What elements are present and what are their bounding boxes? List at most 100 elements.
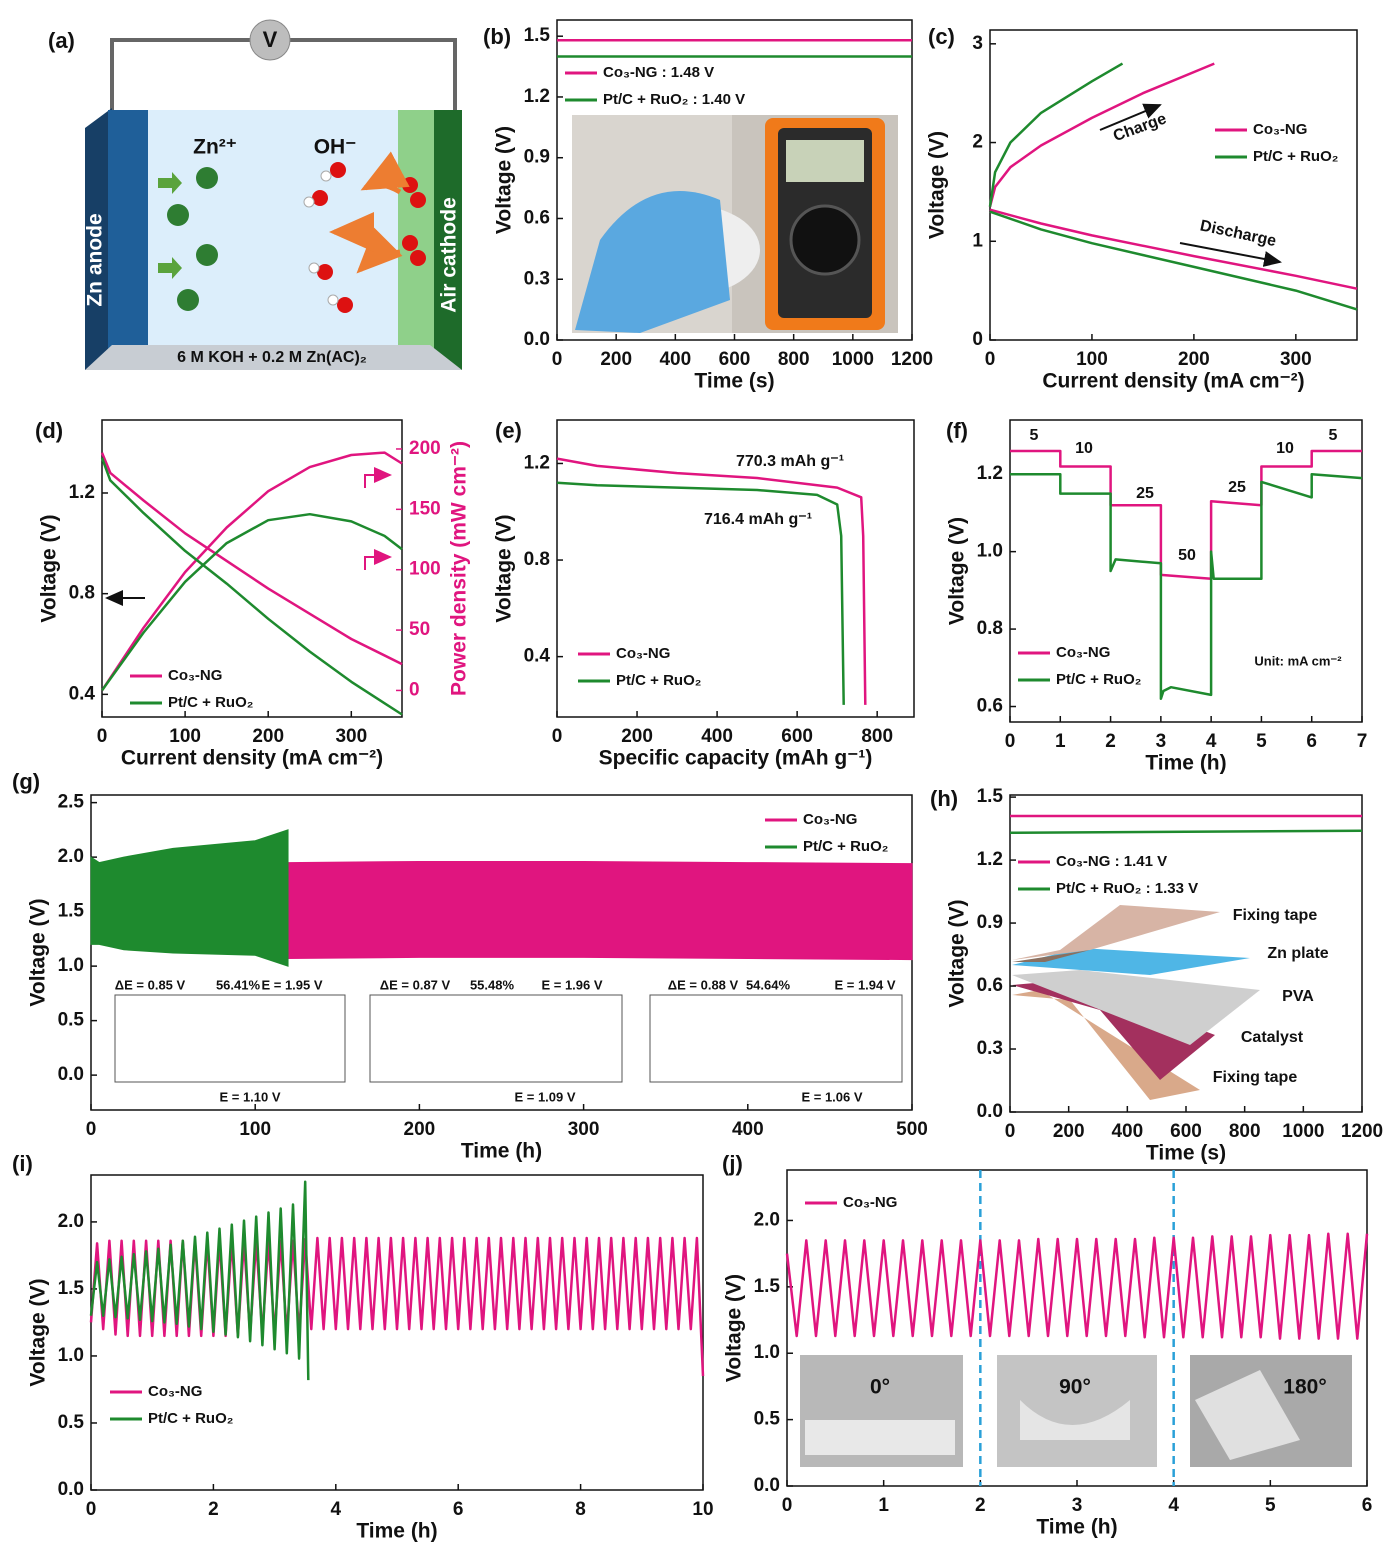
annotation: 50 bbox=[1178, 547, 1196, 564]
y-tick-label: 1.5 bbox=[754, 1276, 781, 1297]
annotation: 0° bbox=[870, 1376, 890, 1399]
annotation: ΔE = 0.87 V bbox=[380, 977, 451, 992]
legend-label: Co₃-NG bbox=[803, 811, 857, 828]
annotation: E = 1.95 V bbox=[261, 977, 322, 992]
x-tick-label: 0 bbox=[1005, 1121, 1016, 1142]
annotation: 55.48% bbox=[470, 977, 515, 992]
y2-tick-label: 50 bbox=[409, 619, 430, 640]
legend-label: Pt/C + RuO₂ bbox=[1056, 671, 1141, 688]
plot-frame bbox=[90, 1174, 704, 1491]
annotation: Charge bbox=[1111, 110, 1169, 145]
x-tick-label: 600 bbox=[719, 349, 751, 370]
panel-label: (h) bbox=[930, 786, 958, 811]
x-tick-label: 6 bbox=[1362, 1495, 1373, 1516]
arrow bbox=[364, 549, 392, 570]
x-axis-label: Current density (mA cm⁻²) bbox=[1042, 370, 1304, 393]
y-tick-label: 0.4 bbox=[69, 683, 96, 704]
y-tick-label: 1.0 bbox=[58, 955, 84, 976]
y-tick-label: 0.4 bbox=[524, 646, 551, 667]
y-axis-label: Voltage (V) bbox=[946, 899, 969, 1007]
annotation: E = 1.10 V bbox=[219, 1089, 280, 1104]
y2-tick-label: 150 bbox=[409, 498, 441, 519]
y-tick-label: 0.0 bbox=[524, 329, 550, 350]
annotation: 5 bbox=[1329, 427, 1338, 444]
x-tick-label: 800 bbox=[861, 726, 893, 747]
x-tick-label: 600 bbox=[781, 726, 813, 747]
plot-frame bbox=[556, 419, 915, 718]
y2-tick-label: 200 bbox=[409, 438, 441, 459]
x-axis-label: Time (h) bbox=[356, 1520, 437, 1543]
y-tick-label: 0 bbox=[972, 329, 983, 350]
legend-label: Co₃-NG : 1.48 V bbox=[603, 64, 714, 81]
y-tick-label: 1 bbox=[972, 230, 983, 251]
legend-label: Pt/C + RuO₂ bbox=[803, 838, 888, 855]
legend-label: Co₃-NG bbox=[1253, 121, 1307, 138]
y-tick-label: 0.8 bbox=[524, 549, 550, 570]
y-axis-label: Voltage (V) bbox=[27, 1278, 50, 1386]
x-tick-label: 10 bbox=[692, 1499, 713, 1520]
annotation: Fixing tape bbox=[1233, 907, 1318, 924]
photo bbox=[572, 115, 898, 333]
annotation: ΔE = 0.85 V bbox=[115, 977, 186, 992]
data-line bbox=[785, 1232, 1369, 1340]
x-tick-label: 200 bbox=[600, 349, 632, 370]
legend-label: Co₃-NG : 1.41 V bbox=[1056, 853, 1167, 870]
data-line bbox=[89, 1236, 705, 1377]
x-tick-label: 800 bbox=[778, 349, 810, 370]
annotation: 56.41% bbox=[216, 977, 261, 992]
green-arrows bbox=[158, 172, 182, 279]
y-tick-label: 0.5 bbox=[58, 1010, 85, 1031]
y2-tick-label: 0 bbox=[409, 679, 420, 700]
annotation: 716.4 mAh g⁻¹ bbox=[704, 511, 812, 528]
panel-label: (j) bbox=[722, 1151, 743, 1176]
base bbox=[85, 345, 462, 370]
x-tick-label: 1 bbox=[1055, 731, 1066, 752]
panel-label: (f) bbox=[946, 418, 968, 443]
data-line bbox=[89, 1180, 310, 1381]
x-tick-label: 500 bbox=[896, 1119, 928, 1140]
x-tick-label: 5 bbox=[1256, 731, 1267, 752]
y-axis-label: Voltage (V) bbox=[946, 517, 969, 625]
arrow bbox=[1099, 103, 1162, 131]
panel-label: (g) bbox=[12, 769, 40, 794]
x-tick-label: 200 bbox=[1053, 1121, 1085, 1142]
y-tick-label: 2.0 bbox=[754, 1209, 780, 1230]
x-tick-label: 0 bbox=[552, 349, 563, 370]
y-tick-label: 0.0 bbox=[977, 1101, 1003, 1122]
arrow bbox=[364, 467, 392, 488]
electrolyte bbox=[145, 110, 400, 348]
y-tick-label: 0.0 bbox=[754, 1475, 780, 1496]
y-axis-label: Voltage (V) bbox=[27, 898, 50, 1006]
x-tick-label: 0 bbox=[86, 1499, 97, 1520]
x-tick-label: 5 bbox=[1265, 1495, 1276, 1516]
data-line bbox=[100, 451, 403, 692]
data-line bbox=[1010, 449, 1362, 580]
x-tick-label: 2 bbox=[1105, 731, 1116, 752]
x-tick-label: 6 bbox=[1306, 731, 1317, 752]
legend-label: Pt/C + RuO₂ bbox=[168, 694, 253, 711]
y-tick-label: 0.0 bbox=[58, 1479, 84, 1500]
data-line bbox=[556, 481, 845, 705]
annotation: E = 1.94 V bbox=[834, 977, 895, 992]
x-tick-label: 3 bbox=[1156, 731, 1167, 752]
annotation: 90° bbox=[1059, 1376, 1091, 1399]
data-line bbox=[1009, 829, 1363, 835]
cation-label: Zn²⁺ bbox=[193, 136, 237, 159]
photos bbox=[800, 1355, 1352, 1467]
y-tick-label: 3 bbox=[972, 33, 983, 54]
y-tick-label: 0.5 bbox=[58, 1412, 85, 1433]
insets bbox=[114, 994, 903, 1083]
x-axis-label: Time (h) bbox=[1036, 1516, 1117, 1539]
data-line bbox=[100, 452, 403, 666]
annotation: E = 1.06 V bbox=[801, 1089, 862, 1104]
legend-label: Pt/C + RuO₂ bbox=[148, 1410, 233, 1427]
y-tick-label: 0.3 bbox=[977, 1038, 1003, 1059]
data-line bbox=[988, 62, 1215, 208]
x-tick-label: 4 bbox=[331, 1499, 342, 1520]
x-tick-label: 300 bbox=[1280, 349, 1312, 370]
y2-tick-label: 100 bbox=[409, 559, 441, 580]
x-tick-label: 100 bbox=[169, 726, 201, 747]
annotation: Fixing tape bbox=[1213, 1069, 1298, 1086]
y-tick-label: 1.0 bbox=[754, 1342, 780, 1363]
